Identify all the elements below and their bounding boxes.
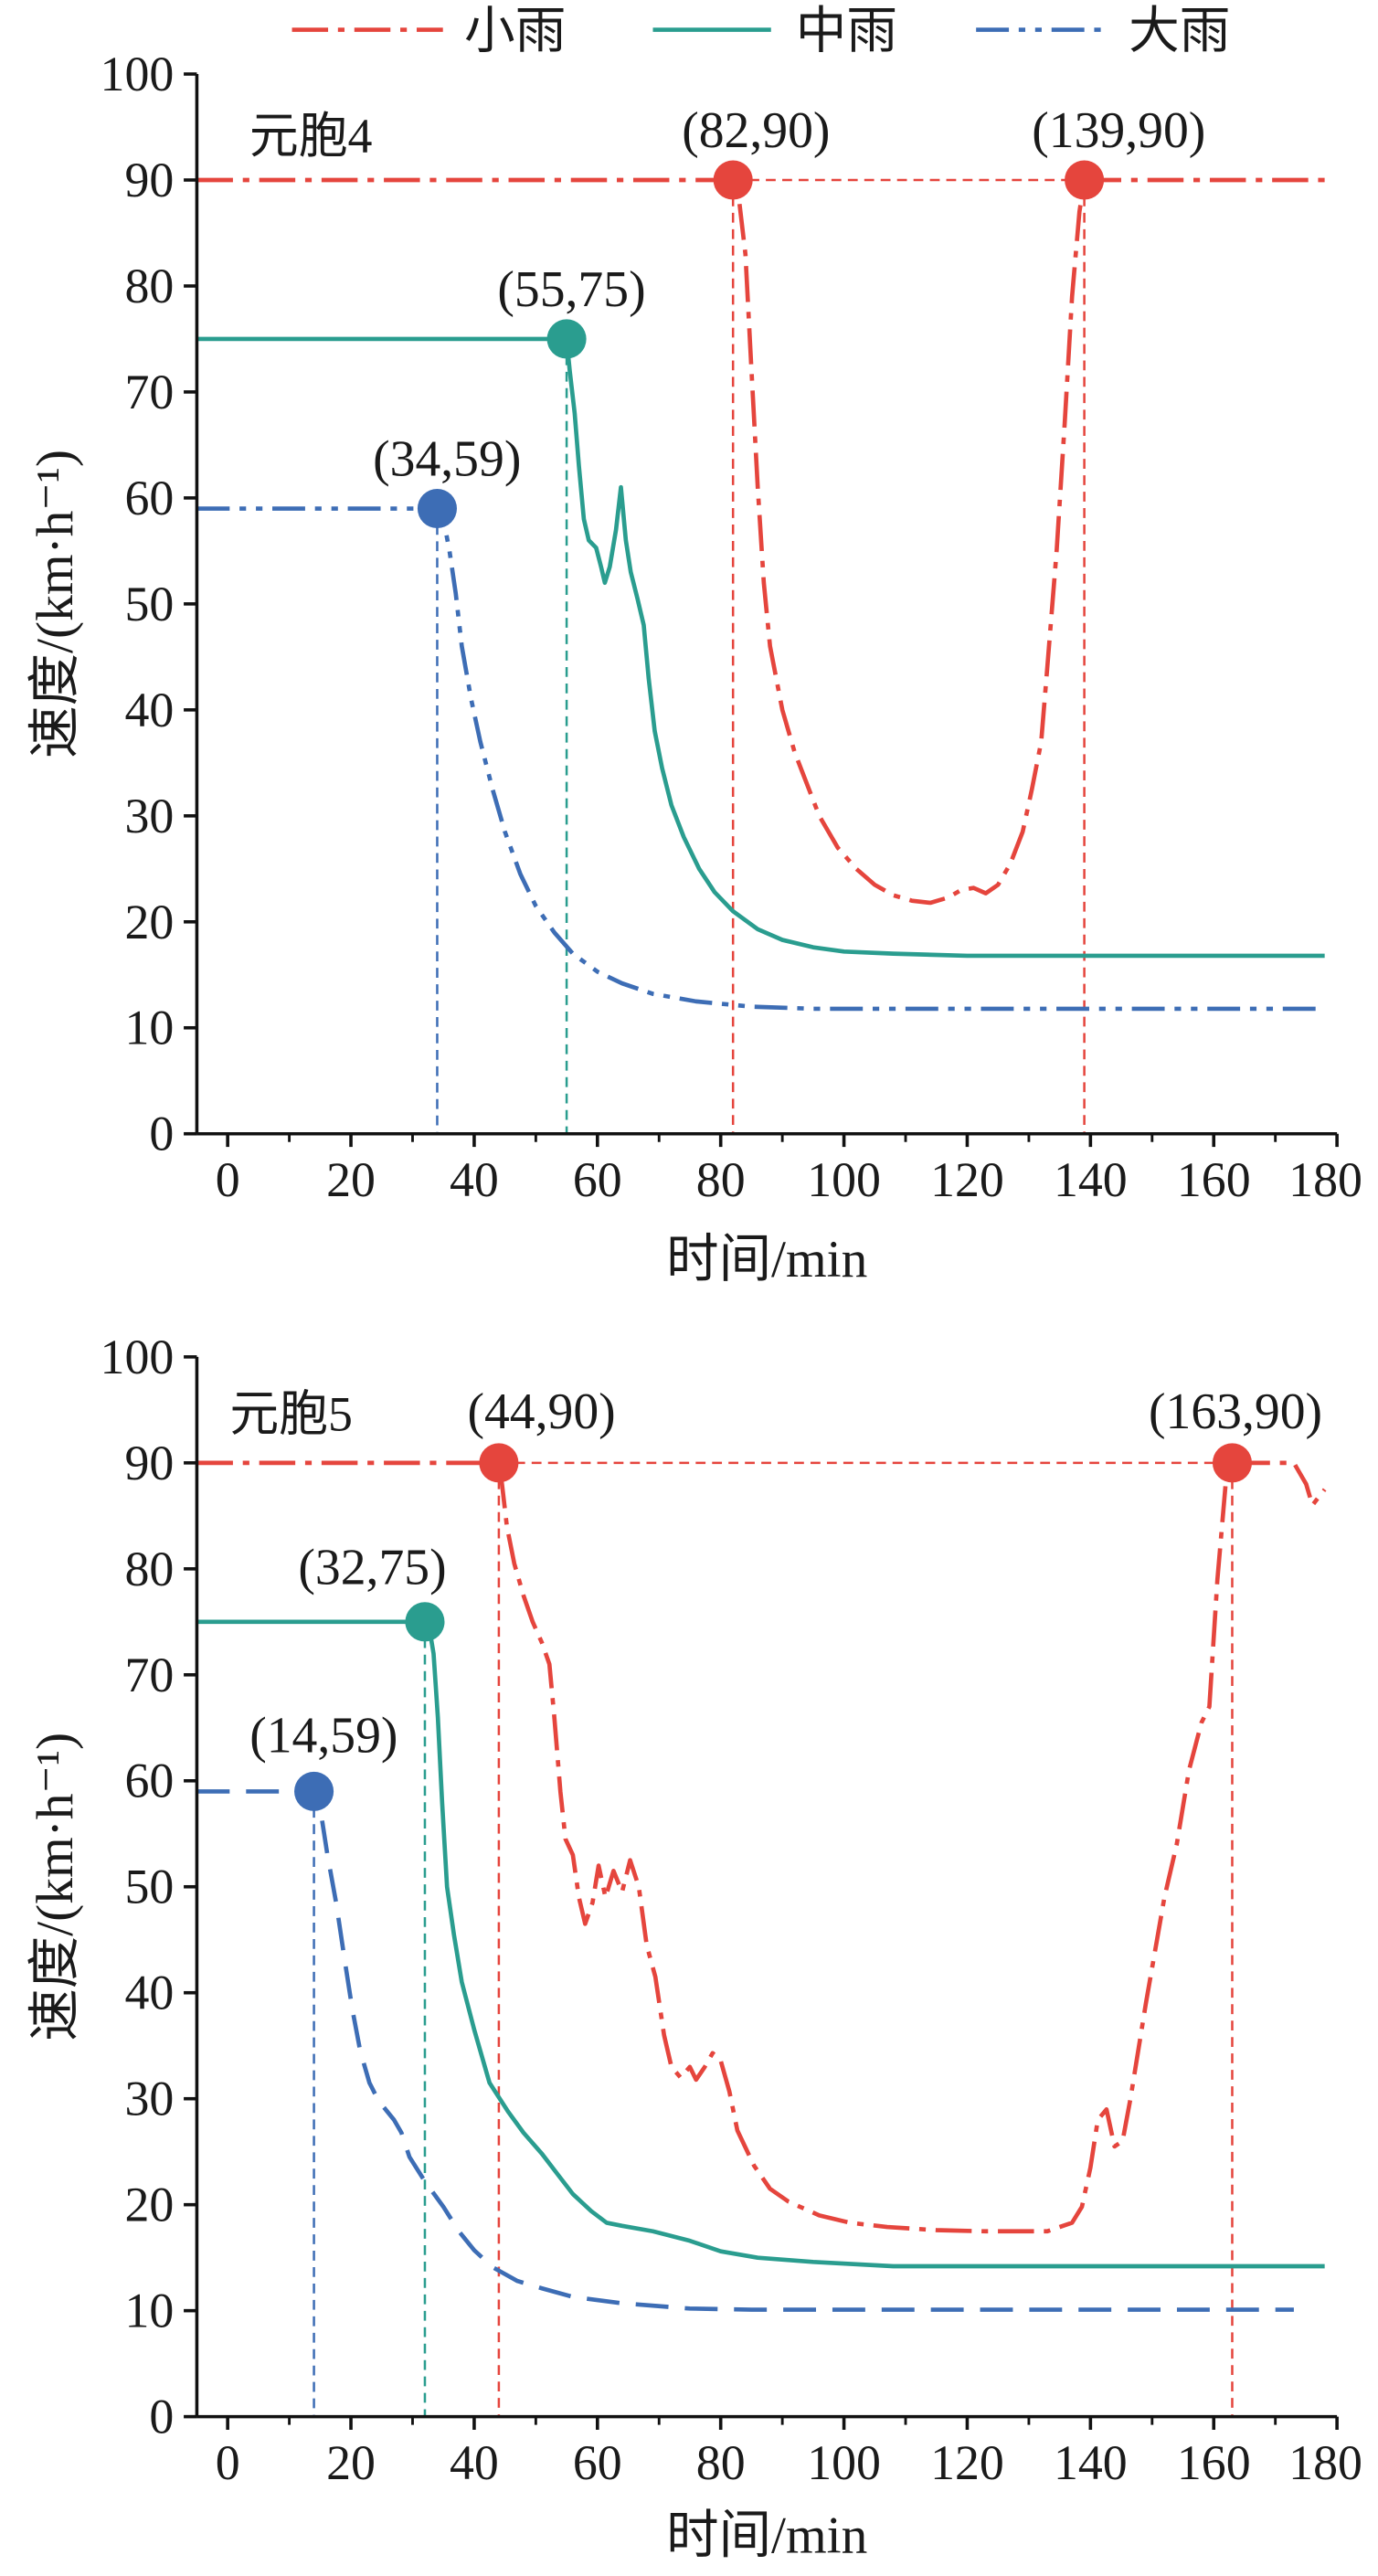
x-tick-label: 0 bbox=[216, 2435, 240, 2490]
y-tick-label: 100 bbox=[101, 1330, 175, 1384]
y-tick-label: 0 bbox=[149, 1107, 174, 1161]
y-tick-label: 20 bbox=[124, 2178, 174, 2232]
data-point-marker bbox=[1212, 1443, 1253, 1483]
data-point-label: (32,75) bbox=[298, 1540, 446, 1596]
y-tick-label: 90 bbox=[124, 1436, 174, 1490]
x-tick-label: 140 bbox=[1054, 2435, 1128, 2490]
data-point-marker bbox=[405, 1602, 445, 1642]
data-point-marker bbox=[546, 319, 587, 359]
x-tick-label: 120 bbox=[930, 2435, 1004, 2490]
y-tick-label: 20 bbox=[124, 895, 174, 949]
y-tick-label: 50 bbox=[124, 1860, 174, 1914]
y-tick-label: 100 bbox=[101, 47, 175, 101]
data-point-marker bbox=[1065, 160, 1105, 200]
legend-label-light-rain: 小雨 bbox=[464, 3, 566, 59]
legend-item-light-rain: 小雨 bbox=[292, 3, 566, 59]
reference-lines bbox=[313, 1461, 1234, 2417]
legend: 小雨 中雨 大雨 bbox=[292, 3, 1230, 59]
panel-label: 元胞5 bbox=[229, 1387, 353, 1442]
x-tick-label: 20 bbox=[326, 1152, 376, 1207]
x-tick-label: 0 bbox=[216, 1152, 240, 1207]
y-tick-label: 90 bbox=[124, 153, 174, 207]
axes: 0 10 20 30 40 50 60 70 80 90 100 0 20 40 60 80 100 120 140… bbox=[101, 47, 1362, 1207]
axes: 0 10 20 30 40 50 60 70 80 90 100 0 20 40 60 80 100 120 140… bbox=[101, 1330, 1362, 2490]
x-tick-label: 20 bbox=[326, 2435, 376, 2490]
data-point-label: (14,59) bbox=[249, 1707, 398, 1764]
y-tick-label: 70 bbox=[124, 365, 174, 419]
y-tick-label: 80 bbox=[124, 259, 174, 313]
series-line-1 bbox=[196, 177, 1325, 906]
x-tick-label: 40 bbox=[450, 1152, 499, 1207]
y-tick-label: 40 bbox=[124, 1966, 174, 2020]
y-tick-label: 60 bbox=[124, 1754, 174, 1808]
data-point-label: (34,59) bbox=[373, 431, 521, 488]
data-point-marker bbox=[713, 160, 753, 200]
y-tick-label: 40 bbox=[124, 683, 174, 737]
series-line-3 bbox=[196, 1789, 1294, 2312]
y-tick-label: 10 bbox=[124, 1001, 174, 1055]
x-tick-label: 160 bbox=[1177, 1152, 1251, 1207]
legend-item-moderate-rain: 中雨 bbox=[652, 3, 897, 59]
data-point-marker bbox=[479, 1443, 519, 1483]
x-tick-label: 100 bbox=[807, 1152, 881, 1207]
data-point-marker bbox=[417, 488, 457, 529]
data-point-label: (82,90) bbox=[682, 102, 830, 159]
data-point-label: (55,75) bbox=[497, 261, 645, 318]
x-tick-label: 140 bbox=[1054, 1152, 1128, 1207]
data-point-label: (139,90) bbox=[1032, 102, 1205, 159]
x-tick-label: 160 bbox=[1177, 2435, 1251, 2490]
series-line-2 bbox=[196, 1619, 1325, 2269]
legend-item-heavy-rain: 大雨 bbox=[976, 3, 1230, 59]
y-tick-label: 50 bbox=[124, 577, 174, 631]
series-line-2 bbox=[196, 336, 1325, 959]
x-tick-label: 40 bbox=[450, 2435, 499, 2490]
legend-label-moderate-rain: 中雨 bbox=[796, 3, 897, 59]
data-point-label: (44,90) bbox=[467, 1383, 615, 1440]
x-tick-label: 60 bbox=[573, 1152, 622, 1207]
y-tick-label: 10 bbox=[124, 2284, 174, 2338]
x-tick-label: 60 bbox=[573, 2435, 622, 2490]
y-tick-label: 30 bbox=[124, 789, 174, 843]
x-tick-label: 80 bbox=[696, 2435, 746, 2490]
x-tick-label: 180 bbox=[1288, 1152, 1362, 1207]
series-line-3 bbox=[196, 506, 1325, 1012]
y-axis-title: 速度/(km·h⁻¹) bbox=[26, 450, 84, 758]
y-tick-label: 60 bbox=[124, 471, 174, 525]
series-line-1 bbox=[196, 1460, 1327, 2234]
x-tick-label: 80 bbox=[696, 1152, 746, 1207]
panel-label: 元胞4 bbox=[249, 109, 373, 164]
y-tick-label: 30 bbox=[124, 2072, 174, 2126]
x-tick-label: 180 bbox=[1288, 2435, 1362, 2490]
x-axis-title: 时间/min bbox=[666, 2507, 867, 2565]
data-point-label: (163,90) bbox=[1149, 1383, 1322, 1440]
y-tick-label: 70 bbox=[124, 1648, 174, 1702]
x-axis-title: 时间/min bbox=[666, 1231, 867, 1288]
chart-panel-cell-4: 0 10 20 30 40 50 60 70 80 90 100 0 20 40 60 80 100 120 140… bbox=[26, 47, 1362, 1288]
legend-label-heavy-rain: 大雨 bbox=[1129, 3, 1230, 59]
y-axis-title: 速度/(km·h⁻¹) bbox=[26, 1733, 84, 2041]
y-tick-label: 0 bbox=[149, 2390, 174, 2444]
chart-panel-cell-5: 0 10 20 30 40 50 60 70 80 90 100 0 20 40 60 80 100 120 140… bbox=[26, 1330, 1362, 2565]
reference-lines bbox=[436, 178, 1086, 1134]
data-point-marker bbox=[294, 1771, 334, 1811]
x-tick-label: 120 bbox=[930, 1152, 1004, 1207]
y-tick-label: 80 bbox=[124, 1542, 174, 1596]
x-tick-label: 100 bbox=[807, 2435, 881, 2490]
